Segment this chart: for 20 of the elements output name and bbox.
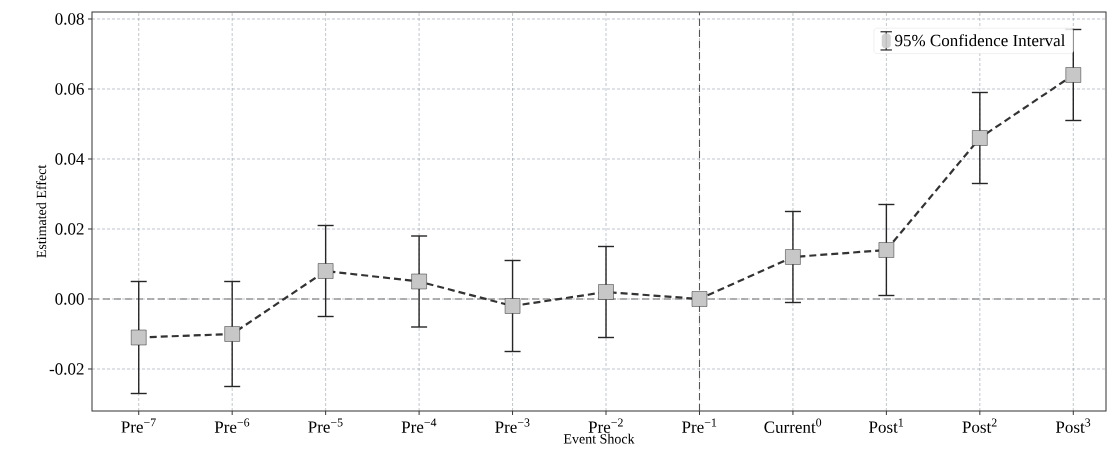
- y-tick-label: 0.08: [55, 13, 84, 25]
- x-tick-label: Post$^{1}$: [869, 418, 904, 433]
- x-tick-label: Post$^{2}$: [962, 418, 997, 433]
- x-tick-label: Pre$^{−5}$: [308, 418, 343, 433]
- y-tick-label: -0.02: [49, 363, 84, 375]
- x-tick-label: Pre$^{−7}$: [121, 418, 156, 433]
- y-tick-label: 0.00: [55, 293, 84, 305]
- legend-label: 95% Confidence Interval: [895, 34, 1066, 47]
- y-tick-label: 0.06: [55, 83, 84, 95]
- x-tick-label: Pre$^{−4}$: [401, 418, 437, 433]
- x-tick-label: Pre$^{−1}$: [682, 418, 717, 433]
- y-axis-title: Estimated Effect: [36, 164, 47, 258]
- x-tick-label: Pre$^{−6}$: [214, 418, 250, 433]
- x-tick-label: Current$^{0}$: [764, 418, 822, 433]
- y-tick-label: 0.04: [55, 153, 85, 165]
- y-tick-label: 0.02: [55, 223, 84, 235]
- x-tick-label: Post$^{3}$: [1055, 418, 1091, 433]
- x-tick-label: Pre$^{−3}$: [495, 418, 530, 433]
- x-axis-title: Event Shock: [563, 433, 635, 444]
- x-tick-label: Pre$^{−2}$: [588, 418, 623, 433]
